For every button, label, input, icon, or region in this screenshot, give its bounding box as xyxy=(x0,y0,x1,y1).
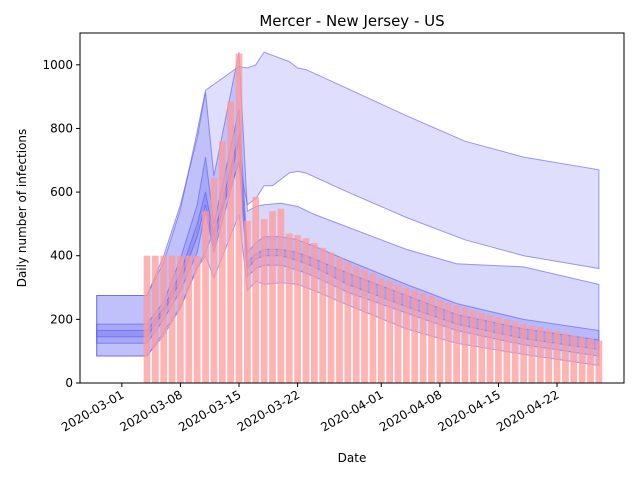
bar-2020-03-04 xyxy=(143,255,151,383)
bar-2020-04-17 xyxy=(511,321,519,383)
bar-2020-03-17 xyxy=(252,196,260,383)
bar-2020-03-25 xyxy=(319,247,327,383)
bar-2020-04-20 xyxy=(536,327,544,383)
plot-frame xyxy=(79,32,625,384)
bar-2020-03-05 xyxy=(151,255,159,383)
bar-2020-03-07 xyxy=(168,255,176,383)
chart-title: Mercer - New Jersey - US xyxy=(259,12,444,30)
bar-2020-03-08 xyxy=(177,255,184,383)
bar-2020-04-19 xyxy=(528,325,536,383)
bar-2020-04-11 xyxy=(461,307,469,383)
bar-2020-03-31 xyxy=(369,273,377,383)
bar-2020-03-22 xyxy=(294,235,301,383)
bar-2020-03-13 xyxy=(218,141,226,383)
bar-2020-04-04 xyxy=(403,287,410,383)
bar-2020-04-03 xyxy=(394,284,402,383)
bar-2020-04-06 xyxy=(419,293,427,383)
bar-2020-04-10 xyxy=(453,305,460,383)
bar-2020-04-16 xyxy=(503,319,511,383)
bar-2020-03-28 xyxy=(344,262,352,383)
bar-2020-03-23 xyxy=(302,238,310,383)
observed-bars xyxy=(143,53,603,384)
bar-2020-04-13 xyxy=(478,313,486,383)
bar-2020-04-07 xyxy=(428,295,435,383)
bar-2020-03-19 xyxy=(269,211,276,383)
bar-2020-03-10 xyxy=(193,255,201,383)
bar-2020-04-08 xyxy=(436,299,444,383)
y-axis-ticks: 0 200 400 600 800 1000 xyxy=(42,58,80,390)
y-tick-label-1000: 1000 xyxy=(42,58,73,72)
bar-2020-03-09 xyxy=(185,255,193,383)
bar-2020-04-26 xyxy=(587,338,594,383)
bar-2020-03-06 xyxy=(160,255,168,383)
bar-2020-03-18 xyxy=(260,219,268,383)
bar-2020-03-20 xyxy=(277,208,285,383)
bar-2020-04-05 xyxy=(411,290,419,383)
bar-2020-04-02 xyxy=(386,281,394,383)
bar-2020-04-21 xyxy=(545,329,553,383)
bar-2020-04-23 xyxy=(562,333,569,383)
bar-2020-03-26 xyxy=(327,252,335,383)
bar-2020-03-24 xyxy=(310,243,318,383)
bar-2020-04-09 xyxy=(444,302,452,383)
y-tick-label-800: 800 xyxy=(50,121,73,135)
bar-2020-04-25 xyxy=(578,336,586,383)
bar-2020-04-24 xyxy=(570,335,578,383)
bar-2020-03-11 xyxy=(202,211,209,383)
bar-2020-04-12 xyxy=(470,310,477,383)
bar-2020-03-12 xyxy=(210,177,218,383)
x-axis-label: Date xyxy=(338,451,367,465)
bar-2020-03-14 xyxy=(227,101,234,383)
bar-2020-04-18 xyxy=(520,323,527,383)
bar-2020-03-16 xyxy=(244,220,251,383)
bar-2020-03-29 xyxy=(352,266,360,383)
y-tick-label-400: 400 xyxy=(50,249,73,263)
y-tick-label-200: 200 xyxy=(50,312,73,326)
y-tick-label-600: 600 xyxy=(50,185,73,199)
bar-2020-03-30 xyxy=(361,270,368,383)
bar-2020-04-14 xyxy=(486,315,494,383)
y-axis-label: Daily number of infections xyxy=(15,129,29,288)
bar-2020-03-21 xyxy=(285,233,293,383)
y-tick-label-0: 0 xyxy=(65,376,73,390)
bar-2020-04-22 xyxy=(553,331,561,383)
bar-2020-03-27 xyxy=(336,257,343,383)
bar-2020-04-27 xyxy=(595,340,603,383)
bar-2020-04-15 xyxy=(495,316,502,383)
bar-2020-04-01 xyxy=(377,278,385,383)
bar-2020-03-15 xyxy=(235,53,243,384)
